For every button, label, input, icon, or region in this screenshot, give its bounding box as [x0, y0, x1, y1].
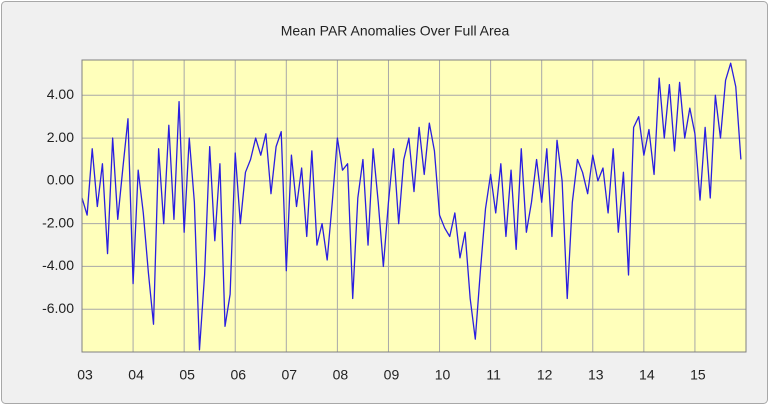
x-tick-label: 09	[384, 367, 400, 383]
chart-title: Mean PAR Anomalies Over Full Area	[281, 23, 510, 39]
y-tick-label: -6.00	[42, 300, 74, 316]
y-tick-label: 2.00	[47, 129, 74, 145]
marks	[81, 62, 742, 351]
y-tick-label: 4.00	[47, 86, 74, 102]
x-tick-label: 11	[486, 367, 501, 383]
x-tick-label: 10	[435, 367, 451, 383]
x-tick-label: 06	[230, 367, 246, 383]
x-tick-label: 14	[639, 367, 655, 383]
x-tick-label: 04	[128, 367, 144, 383]
x-tick-label: 08	[333, 367, 349, 383]
y-tick-label: -4.00	[42, 257, 74, 273]
x-tick-label: 15	[690, 367, 706, 383]
x-tick-label: 12	[537, 367, 553, 383]
plot-border	[81, 59, 747, 353]
y-tick-label: -2.00	[42, 214, 74, 230]
data-line	[81, 62, 742, 351]
x-tick-label: 13	[588, 367, 604, 383]
y-tick-label: 0.00	[47, 172, 74, 188]
x-tick-label: 05	[179, 367, 195, 383]
x-tick-label: 07	[282, 367, 298, 383]
plot-area	[82, 60, 746, 352]
x-tick-label: 03	[77, 367, 93, 383]
grid	[81, 60, 746, 352]
